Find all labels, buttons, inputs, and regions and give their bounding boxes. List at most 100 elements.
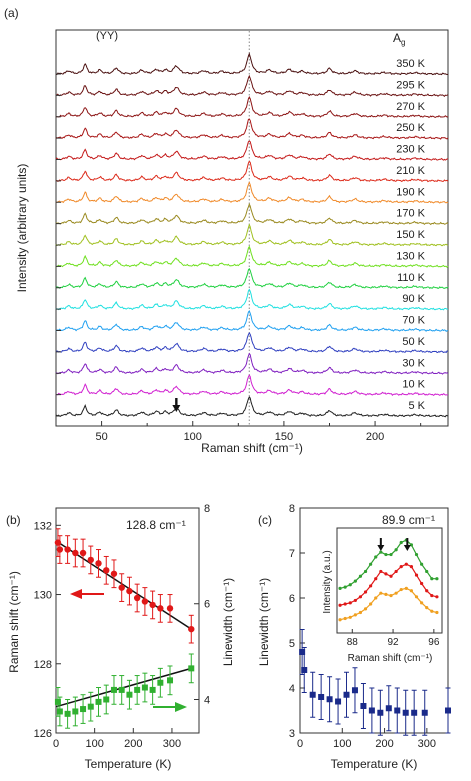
inset-point <box>425 606 429 610</box>
inset-frame <box>336 527 443 634</box>
panel-b-data <box>54 528 195 729</box>
data-point <box>118 584 125 591</box>
panel-c-ylabel: Linewidth (cm⁻¹) <box>257 578 271 666</box>
x-tick-label: 100 <box>85 738 103 750</box>
data-point <box>56 708 63 715</box>
data-point <box>118 686 125 693</box>
data-point <box>149 601 156 609</box>
inset-point <box>369 562 373 566</box>
data-point <box>309 691 316 698</box>
y-tick-label: 4 <box>289 683 295 695</box>
inset-point <box>399 587 403 592</box>
temperature-label: 130 K <box>396 250 425 262</box>
inset-point <box>409 543 414 547</box>
panel-a-x-ticks: 50 100 150 200 <box>55 421 422 443</box>
inset-point <box>363 590 368 594</box>
temperature-label: 295 K <box>396 79 425 91</box>
y-tick-label: 7 <box>289 548 295 560</box>
data-point <box>445 707 451 714</box>
data-point <box>360 703 367 709</box>
data-point <box>133 594 141 602</box>
spectrum-line <box>55 181 449 204</box>
data-point <box>64 546 71 553</box>
panel-c-annotation: 89.9 cm⁻¹ <box>382 513 435 527</box>
inset-x-tick-label: 88 <box>347 637 359 648</box>
data-point <box>157 679 164 686</box>
x-tick-label: 200 <box>366 431 384 443</box>
x-tick-label: 50 <box>95 431 107 443</box>
data-point <box>87 703 94 710</box>
inset-point <box>363 569 368 574</box>
panel-b-frame <box>55 507 200 734</box>
panel-b-ylabel-right: Linewidth (cm⁻¹) <box>221 578 235 666</box>
data-point <box>402 709 409 716</box>
inset-point <box>430 609 434 613</box>
y-tick-label-left: 126 <box>34 728 52 740</box>
inset-point <box>435 595 439 599</box>
temperature-label: 270 K <box>396 101 425 113</box>
panel-b-ticks: 0 100 200 300 126 128 130 132 4 6 8 <box>34 503 210 750</box>
data-point <box>394 707 401 714</box>
x-tick-label: 300 <box>418 738 436 750</box>
temperature-label: 5 K <box>408 400 425 412</box>
inset-point <box>343 585 347 589</box>
x-tick-label: 100 <box>333 738 351 750</box>
inset-point <box>430 577 434 581</box>
data-point <box>110 570 118 577</box>
inset-point <box>348 615 352 619</box>
spectrum-line <box>55 332 449 354</box>
data-point <box>301 667 308 673</box>
spectrum-line <box>55 352 449 375</box>
x-tick-label: 150 <box>275 431 293 443</box>
data-point <box>126 587 133 595</box>
data-point <box>326 696 333 703</box>
temperature-label: 10 K <box>402 379 425 391</box>
data-point <box>72 549 79 557</box>
panel-a-ylabel: Intensity (arbitrary units) <box>15 164 29 293</box>
data-point <box>318 694 325 700</box>
inset-point <box>374 555 378 559</box>
inset-point <box>435 577 439 581</box>
temperature-label: 110 K <box>397 272 426 284</box>
panel-c-label: (c) <box>258 513 272 527</box>
inset-point <box>353 613 357 617</box>
inset-point <box>384 572 388 576</box>
inset-point <box>425 589 429 593</box>
data-point <box>377 709 384 716</box>
inset-point <box>435 610 439 615</box>
panel-a-arrow <box>172 398 181 412</box>
spectrum-line <box>55 96 449 118</box>
inset-point <box>358 595 363 599</box>
inset-point <box>379 550 383 554</box>
data-point <box>299 649 306 655</box>
inset-point <box>338 618 342 622</box>
data-point <box>87 556 94 564</box>
data-point <box>385 705 392 712</box>
data-point <box>80 706 87 713</box>
panel-a: (a) (YY) Ag 350 K 295 K 270 K 250 K 230 K 210… <box>4 6 449 455</box>
data-point <box>149 686 156 693</box>
inset-point <box>374 577 378 581</box>
x-tick-label: 0 <box>53 738 59 750</box>
inset-point <box>399 565 403 569</box>
inset-point <box>414 595 419 599</box>
inset-arrow <box>403 538 411 551</box>
spectrum-line <box>55 140 449 161</box>
inset-point <box>353 579 357 583</box>
inset-point <box>338 586 342 590</box>
data-point <box>134 686 141 693</box>
data-point <box>167 677 174 684</box>
inset-point <box>338 603 342 607</box>
inset-point <box>369 602 373 606</box>
inset-x-tick-label: 92 <box>388 637 400 648</box>
inset-point <box>374 596 378 600</box>
y-tick-label: 5 <box>289 638 295 650</box>
inset-arrow <box>377 538 385 551</box>
data-point <box>95 698 102 705</box>
spectrum-line <box>55 118 449 140</box>
inset-point <box>343 602 347 606</box>
spectrum-line <box>55 396 448 418</box>
spectrum-line <box>56 245 449 269</box>
panel-a-label: (a) <box>4 6 19 20</box>
